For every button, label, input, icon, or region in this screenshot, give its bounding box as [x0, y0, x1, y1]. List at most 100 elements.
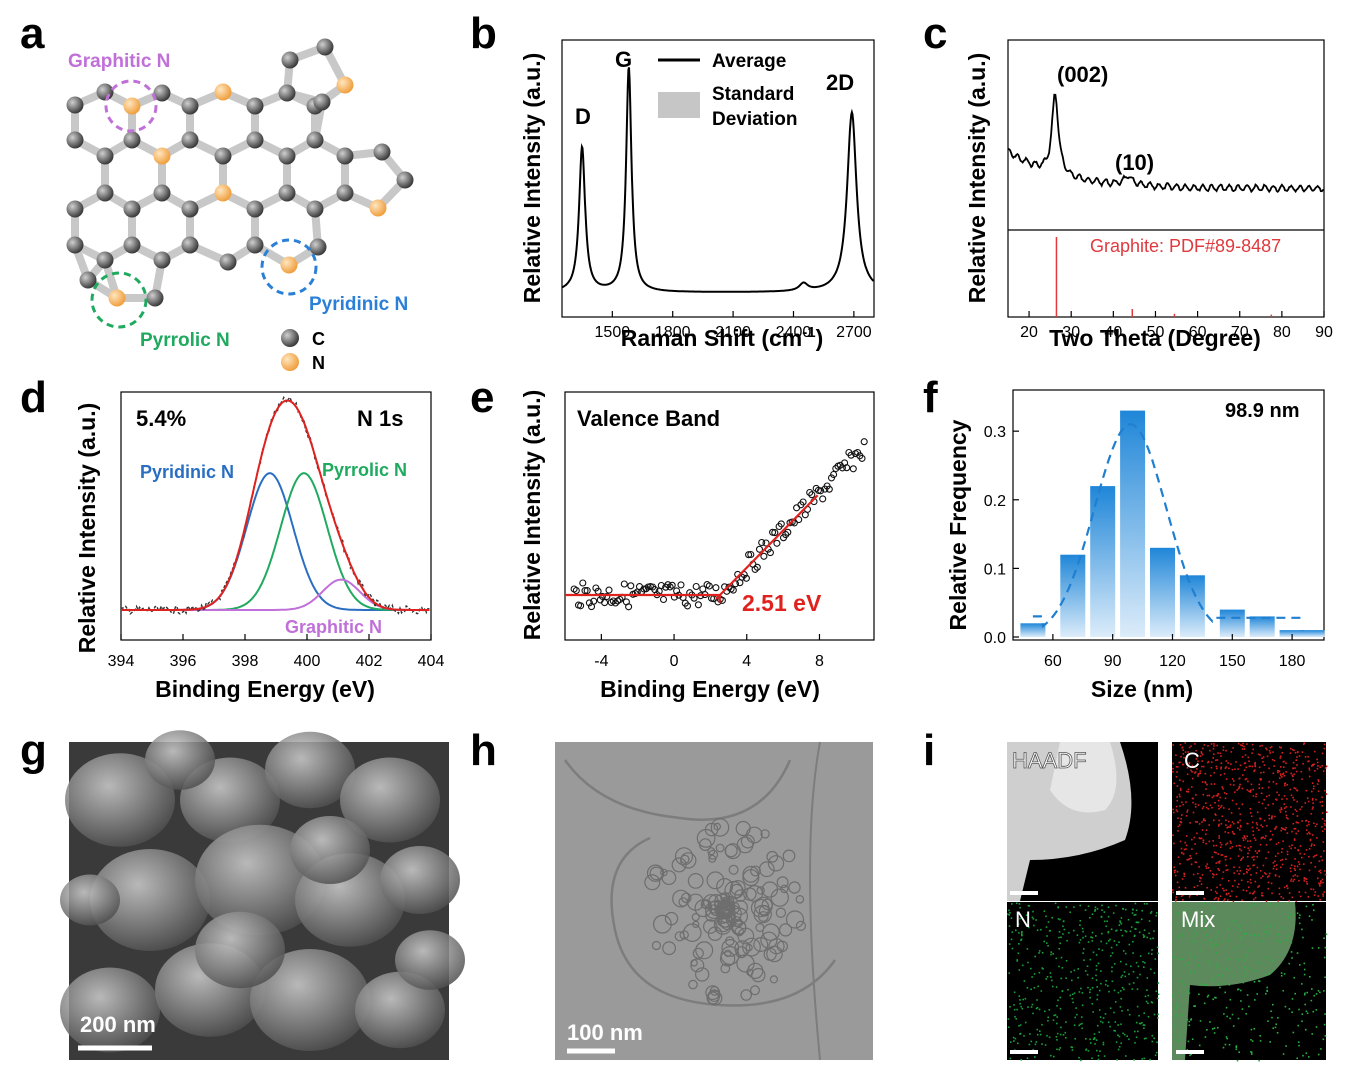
nitrogen-signal-dot	[1120, 929, 1122, 931]
carbon-signal-dot	[1253, 898, 1255, 901]
carbon-signal-dot	[1250, 874, 1252, 876]
nitrogen-signal-dot	[1090, 936, 1092, 938]
carbon-signal-dot	[1325, 793, 1328, 795]
nitrogen-signal-dot	[1047, 1019, 1049, 1022]
carbon-signal-dot	[1209, 804, 1212, 807]
carbon-signal-dot	[1237, 768, 1239, 770]
tick-label: 0.1	[984, 561, 1006, 578]
carbon-signal-dot	[1223, 889, 1225, 892]
carbon-signal-dot	[1238, 807, 1240, 810]
carbon-signal-dot	[1207, 761, 1209, 764]
nitrogen-signal-dot	[1029, 1033, 1031, 1035]
nitrogen-signal-dot	[1107, 985, 1109, 987]
carbon-atom	[278, 84, 296, 102]
nitrogen-signal-dot	[1127, 1009, 1129, 1011]
mix-signal-dot	[1222, 1046, 1225, 1049]
carbon-signal-dot	[1288, 845, 1291, 848]
mix-signal-dot	[1208, 960, 1210, 963]
carbon-signal-dot	[1248, 765, 1251, 768]
nitrogen-signal-dot	[1099, 1050, 1101, 1052]
nitrogen-signal-dot	[1091, 1057, 1093, 1060]
carbon-signal-dot	[1260, 792, 1263, 795]
nitrogen-signal-dot	[1117, 1034, 1119, 1036]
xrd-reference-lines	[1055, 237, 1273, 317]
tem-particle	[788, 881, 801, 894]
mix-signal-dot	[1266, 905, 1269, 908]
nitrogen-signal-dot	[1134, 902, 1137, 905]
carbon-signal-dot	[1269, 872, 1271, 875]
carbon-signal-dot	[1244, 754, 1247, 756]
mix-signal-dot	[1217, 983, 1220, 985]
nitrogen-signal-dot	[1049, 972, 1052, 974]
mix-signal-dot	[1303, 968, 1306, 971]
carbon-signal-dot	[1240, 826, 1242, 828]
panel-f-letter: f	[923, 373, 938, 422]
nitrogen-signal-dot	[1052, 985, 1054, 988]
nitrogen-signal-dot	[1080, 1059, 1082, 1062]
data-point	[583, 587, 591, 595]
nitrogen-signal-dot	[1098, 1009, 1101, 1011]
panel-e-xticks: -4 0 4 8	[594, 634, 824, 670]
carbon-signal-dot	[1261, 757, 1263, 760]
nitrogen-signal-dot	[1101, 1021, 1104, 1024]
tick-label: 150	[1219, 653, 1246, 670]
nitrogen-signal-dot	[1113, 1029, 1115, 1032]
nitrogen-signal-dot	[1021, 934, 1023, 937]
nitrogen-signal-dot	[1079, 939, 1082, 941]
nitrogen-signal-dot	[1114, 1021, 1117, 1023]
carbon-signal-dot	[1321, 818, 1324, 820]
nitrogen-signal-dot	[1067, 988, 1069, 991]
nitrogen-signal-dot	[1132, 952, 1134, 954]
carbon-signal-dot	[1308, 821, 1310, 823]
mix-signal-dot	[1244, 971, 1246, 973]
nitrogen-signal-dot	[1122, 1032, 1124, 1035]
nitrogen-signal-dot	[1104, 983, 1107, 986]
tem-particle	[702, 919, 718, 934]
carbon-signal-dot	[1266, 824, 1268, 827]
carbon-signal-dot	[1321, 796, 1323, 799]
carbon-signal-dot	[1261, 787, 1264, 789]
carbon-signal-dot	[1219, 860, 1221, 862]
carbon-signal-dot	[1293, 799, 1295, 801]
mix-signal-dot	[1265, 974, 1267, 976]
mix-signal-dot	[1288, 916, 1290, 919]
nitrogen-signal-dot	[1050, 1054, 1052, 1057]
carbon-signal-dot	[1244, 778, 1247, 781]
carbon-signal-dot	[1258, 885, 1260, 887]
2d-peak-label: 2D	[826, 70, 854, 95]
carbon-signal-dot	[1210, 774, 1212, 777]
nitrogen-signal-dot	[1147, 1016, 1150, 1018]
carbon-signal-dot	[1313, 822, 1315, 825]
carbon-signal-dot	[1187, 751, 1189, 753]
mix-signal-dot	[1240, 989, 1242, 992]
nitrogen-signal-dot	[1015, 929, 1017, 932]
pyridinic-n-label: Pyridinic N	[309, 294, 408, 315]
carbon-signal-dot	[1180, 847, 1183, 850]
carbon-signal-dot	[1185, 844, 1188, 847]
nitrogen-signal-dot	[1076, 1013, 1078, 1016]
histogram-bar	[1219, 609, 1245, 637]
carbon-signal-dot	[1314, 855, 1316, 857]
carbon-signal-dot	[1179, 787, 1182, 790]
nitrogen-signal-dot	[1018, 943, 1020, 945]
nitrogen-signal-dot	[1116, 929, 1118, 932]
carbon-signal-dot	[1307, 896, 1310, 898]
mix-signal-dot	[1282, 1053, 1285, 1055]
mix-signal-dot	[1323, 990, 1325, 992]
carbon-signal-dot	[1251, 743, 1254, 746]
carbon-signal-dot	[1275, 825, 1278, 828]
mix-signal-dot	[1211, 980, 1214, 982]
carbon-signal-dot	[1222, 749, 1225, 751]
carbon-signal-dot	[1215, 873, 1218, 876]
carbon-signal-dot	[1179, 805, 1181, 807]
carbon-signal-dot	[1325, 765, 1328, 768]
carbon-signal-dot	[1201, 760, 1204, 762]
nitrogen-signal-dot	[1055, 1036, 1058, 1038]
nitrogen-signal-dot	[1040, 990, 1043, 992]
mix-signal-dot	[1275, 904, 1277, 907]
carbon-signal-dot	[1227, 832, 1230, 834]
nitrogen-signal-dot	[1061, 990, 1064, 993]
mix-signal-dot	[1226, 921, 1229, 923]
nitrogen-signal-dot	[1153, 972, 1156, 974]
